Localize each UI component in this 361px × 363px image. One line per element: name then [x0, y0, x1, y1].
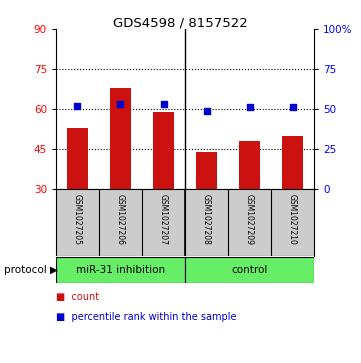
- Point: [75, 103, 81, 109]
- Text: ■  percentile rank within the sample: ■ percentile rank within the sample: [56, 312, 236, 322]
- Bar: [153, 112, 174, 189]
- Text: GSM1027209: GSM1027209: [245, 195, 254, 245]
- Bar: [282, 136, 303, 189]
- Bar: [56, 257, 185, 283]
- Text: GSM1027210: GSM1027210: [288, 195, 297, 245]
- Text: GDS4598 / 8157522: GDS4598 / 8157522: [113, 16, 248, 29]
- Bar: [196, 152, 217, 189]
- Bar: [239, 141, 260, 189]
- Bar: [110, 88, 131, 189]
- Point: [118, 101, 123, 107]
- Text: ■  count: ■ count: [56, 292, 99, 302]
- Bar: [67, 128, 88, 189]
- Text: GSM1027205: GSM1027205: [73, 195, 82, 245]
- Point: [161, 101, 166, 107]
- Bar: [185, 257, 314, 283]
- Text: protocol ▶: protocol ▶: [4, 265, 58, 275]
- Text: GSM1027207: GSM1027207: [159, 195, 168, 245]
- Point: [247, 105, 252, 110]
- Text: control: control: [231, 265, 268, 275]
- Text: GSM1027208: GSM1027208: [202, 195, 211, 245]
- Point: [204, 108, 209, 114]
- Point: [290, 105, 295, 110]
- Text: miR-31 inhibition: miR-31 inhibition: [76, 265, 165, 275]
- Text: GSM1027206: GSM1027206: [116, 195, 125, 245]
